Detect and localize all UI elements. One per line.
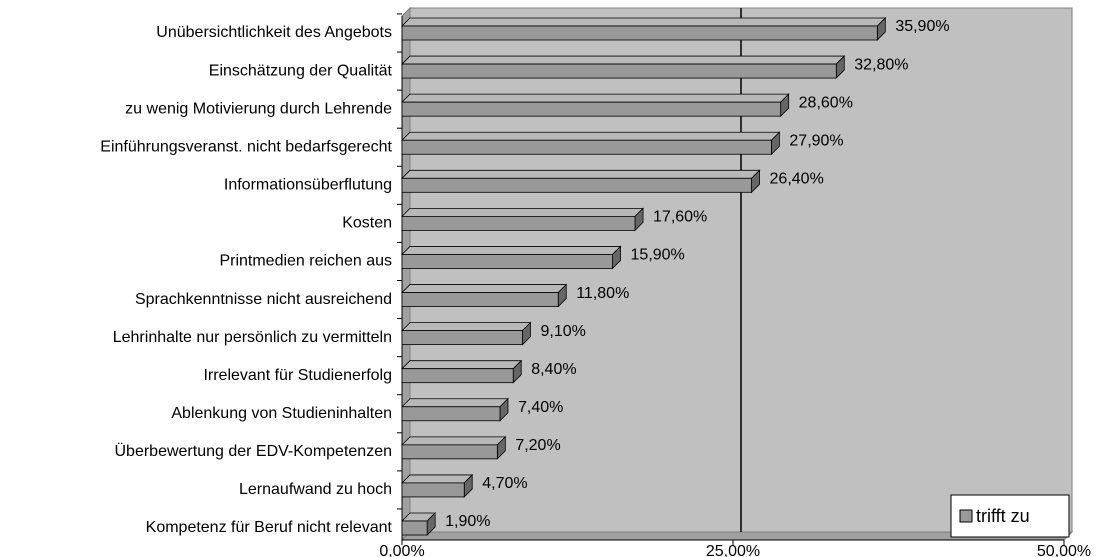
y-tick-label: Kompetenz für Beruf nicht relevant xyxy=(146,519,393,536)
y-tick-label: Einführungsveranst. nicht bedarfsgerecht xyxy=(100,138,392,155)
y-tick-label: Überbewertung der EDV-Kompetenzen xyxy=(115,442,393,460)
bar xyxy=(401,444,498,460)
bar xyxy=(401,101,782,117)
y-tick-label: Kosten xyxy=(342,215,392,232)
y-tick-label: Unübersichtlichkeit des Angebots xyxy=(156,24,392,41)
bar-top xyxy=(401,436,507,446)
value-label: 27,90% xyxy=(789,132,843,149)
bar-top xyxy=(401,17,887,27)
y-tick-label: Informationsüberflutung xyxy=(224,177,392,194)
y-tick-label: Ablenkung von Studieninhalten xyxy=(171,405,392,422)
value-label: 28,60% xyxy=(799,94,853,111)
bar-top xyxy=(401,474,474,484)
y-tick-label: Lernaufwand zu hoch xyxy=(239,481,392,498)
value-label: 35,90% xyxy=(895,18,949,35)
bar xyxy=(401,139,772,155)
y-tick-label: Printmedien reichen aus xyxy=(219,253,392,270)
bar xyxy=(401,330,523,346)
bar xyxy=(401,482,465,498)
legend-label: trifft zu xyxy=(976,506,1030,526)
bar xyxy=(401,215,636,231)
bar-top xyxy=(401,246,622,255)
value-label: 26,40% xyxy=(770,171,824,188)
value-label: 1,90% xyxy=(445,513,490,530)
bar-top xyxy=(401,322,532,332)
value-label: 17,60% xyxy=(653,209,707,226)
value-label: 7,20% xyxy=(515,437,560,454)
x-tick-label: 25,00% xyxy=(706,543,760,557)
bar-top xyxy=(401,55,846,65)
bar xyxy=(401,520,428,536)
y-tick-label: Irrelevant für Studienerfolg xyxy=(203,367,392,384)
value-label: 15,90% xyxy=(631,247,685,264)
y-tick-label: Einschätzung der Qualität xyxy=(209,62,393,79)
bar-top xyxy=(401,284,568,293)
bar xyxy=(401,25,878,41)
bar-top xyxy=(401,131,781,141)
bar xyxy=(401,177,752,193)
value-label: 8,40% xyxy=(531,361,576,378)
bar-top xyxy=(401,169,761,179)
x-tick-label: 50,00% xyxy=(1037,543,1091,557)
side-wall xyxy=(401,6,411,542)
bar xyxy=(401,254,613,269)
bar xyxy=(401,63,837,79)
bar-top xyxy=(401,207,644,217)
y-tick-label: Lehrinhalte nur persönlich zu vermitteln xyxy=(113,329,392,346)
y-tick-label: Sprachkenntnisse nicht ausreichend xyxy=(135,291,392,308)
bar xyxy=(401,406,501,422)
bar-top xyxy=(401,93,790,103)
value-label: 7,40% xyxy=(518,399,563,416)
y-tick-label: zu wenig Motivierung durch Lehrende xyxy=(125,100,392,117)
value-label: 9,10% xyxy=(540,323,585,340)
bar xyxy=(401,368,514,384)
x-tick-label: 0,00% xyxy=(379,543,424,557)
bar-top xyxy=(401,398,509,408)
value-label: 11,80% xyxy=(576,285,629,302)
bar xyxy=(401,292,559,307)
legend-swatch xyxy=(959,509,973,523)
value-label: 4,70% xyxy=(482,475,527,492)
value-label: 32,80% xyxy=(854,56,908,73)
bar-top xyxy=(401,360,523,370)
